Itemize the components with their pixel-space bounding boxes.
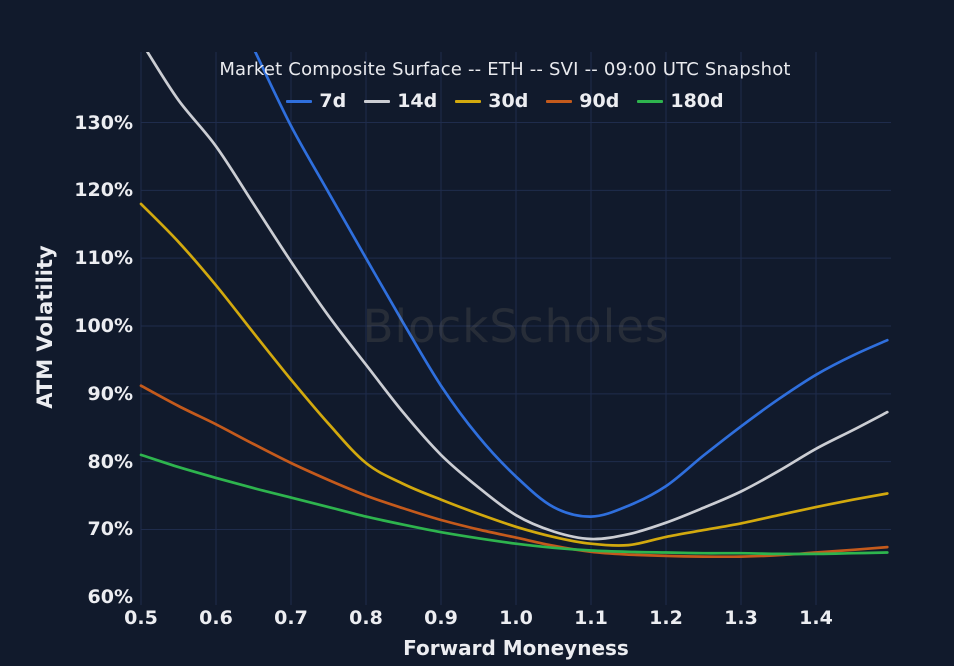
series-curves [139, 52, 889, 559]
x-axis-title: Forward Moneyness [403, 636, 629, 660]
y-tick-label: 100% [74, 315, 133, 337]
x-tick-label: 1.2 [649, 607, 683, 629]
legend-line-swatch-7d [286, 99, 313, 103]
legend-line-swatch-30d [455, 99, 482, 103]
legend-label-90d: 90d [579, 90, 620, 112]
legend-item-180d: 180d [637, 90, 724, 112]
y-tick-label: 70% [87, 518, 133, 541]
x-tick-label: 0.7 [274, 607, 308, 629]
gridlines [140, 52, 891, 605]
y-tick-label: 60% [87, 586, 133, 609]
y-tick-label: 130% [74, 111, 133, 134]
legend-label-180d: 180d [670, 90, 724, 112]
legend-item-30d: 30d [455, 90, 528, 112]
x-tick-label: 0.6 [199, 607, 233, 629]
series-line-30d [139, 202, 889, 547]
y-tick-label: 120% [74, 179, 133, 202]
x-tick-label: 0.5 [124, 607, 158, 629]
series-line-90d [139, 384, 889, 559]
legend-item-90d: 90d [546, 90, 619, 112]
legend-line-swatch-90d [546, 99, 573, 103]
legend-item-7d: 7d [286, 90, 346, 112]
legend-line-swatch-180d [637, 99, 664, 103]
x-tick-label: 0.9 [424, 607, 458, 629]
chart-legend: 7d 14d 30d 90d 180d [130, 90, 880, 112]
series-line-180d [139, 453, 889, 556]
legend-item-14d: 14d [364, 90, 437, 112]
y-tick-label: 90% [87, 382, 133, 405]
x-tick-label: 1.4 [799, 607, 833, 629]
x-tick-label: 0.8 [349, 607, 383, 629]
chart-title: Market Composite Surface -- ETH -- SVI -… [219, 59, 791, 80]
legend-label-7d: 7d [319, 90, 347, 112]
series-line-7d [253, 52, 889, 518]
x-tick-label: 1.3 [724, 607, 758, 629]
legend-label-30d: 30d [488, 90, 529, 112]
legend-label-14d: 14d [397, 90, 438, 112]
series-line-14d [145, 52, 889, 541]
y-tick-label: 110% [74, 247, 133, 270]
x-tick-label: 1.0 [499, 607, 533, 629]
y-tick-label: 80% [87, 450, 133, 473]
x-tick-label: 1.1 [574, 607, 608, 629]
legend-line-swatch-14d [364, 99, 391, 103]
